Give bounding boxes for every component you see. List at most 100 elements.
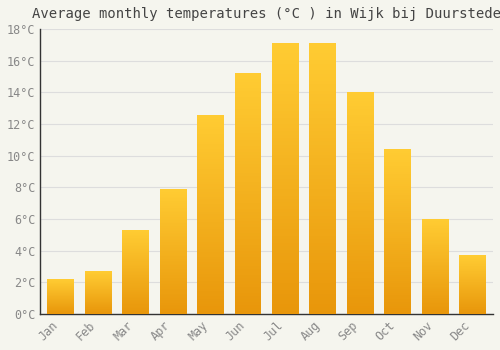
Bar — [122, 268, 149, 269]
Bar — [197, 199, 224, 202]
Bar — [85, 303, 112, 304]
Bar — [48, 291, 74, 292]
Bar — [197, 284, 224, 286]
Bar — [422, 243, 448, 244]
Bar — [48, 297, 74, 298]
Bar — [85, 313, 112, 314]
Bar — [234, 239, 262, 242]
Bar — [310, 294, 336, 297]
Bar — [234, 158, 262, 161]
Bar — [197, 162, 224, 164]
Bar — [384, 190, 411, 192]
Bar — [272, 236, 299, 239]
Bar — [384, 178, 411, 180]
Bar — [272, 263, 299, 267]
Bar — [272, 91, 299, 94]
Bar — [48, 300, 74, 301]
Bar — [122, 308, 149, 309]
Bar — [197, 182, 224, 184]
Bar — [48, 290, 74, 291]
Bar — [122, 292, 149, 293]
Bar — [160, 300, 186, 301]
Bar — [384, 207, 411, 209]
Bar — [422, 263, 448, 264]
Bar — [310, 43, 336, 47]
Bar — [384, 203, 411, 205]
Bar — [197, 237, 224, 239]
Bar — [122, 234, 149, 235]
Bar — [160, 214, 186, 216]
Bar — [384, 170, 411, 172]
Bar — [384, 149, 411, 152]
Bar — [347, 184, 374, 187]
Bar — [48, 305, 74, 306]
Bar — [272, 168, 299, 172]
Bar — [310, 121, 336, 125]
Bar — [272, 189, 299, 192]
Bar — [160, 289, 186, 290]
Bar — [197, 164, 224, 167]
Bar — [310, 219, 336, 223]
Bar — [122, 300, 149, 301]
Bar — [272, 121, 299, 125]
Bar — [422, 256, 448, 257]
Bar — [272, 196, 299, 199]
Bar — [459, 312, 486, 313]
Bar — [384, 153, 411, 155]
Bar — [234, 251, 262, 254]
Bar — [85, 287, 112, 288]
Bar — [272, 60, 299, 64]
Bar — [422, 304, 448, 306]
Bar — [347, 198, 374, 200]
Bar — [122, 246, 149, 247]
Bar — [122, 253, 149, 254]
Bar — [197, 232, 224, 234]
Bar — [272, 199, 299, 202]
Bar — [384, 302, 411, 303]
Bar — [85, 280, 112, 281]
Bar — [459, 287, 486, 288]
Bar — [347, 303, 374, 306]
Bar — [347, 228, 374, 231]
Bar — [384, 312, 411, 314]
Bar — [160, 309, 186, 311]
Bar — [160, 273, 186, 275]
Bar — [197, 149, 224, 152]
Bar — [347, 164, 374, 167]
Bar — [347, 233, 374, 236]
Bar — [422, 297, 448, 299]
Bar — [459, 308, 486, 309]
Bar — [197, 119, 224, 122]
Bar — [234, 85, 262, 89]
Bar — [197, 122, 224, 125]
Bar — [122, 249, 149, 250]
Bar — [160, 206, 186, 208]
Bar — [160, 220, 186, 222]
Bar — [234, 215, 262, 218]
Bar — [160, 254, 186, 256]
Bar — [310, 60, 336, 64]
Bar — [459, 294, 486, 295]
Bar — [272, 273, 299, 277]
Bar — [384, 265, 411, 267]
Bar — [272, 155, 299, 158]
Bar — [347, 181, 374, 184]
Bar — [459, 257, 486, 258]
Bar — [347, 117, 374, 120]
Bar — [272, 107, 299, 111]
Bar — [272, 87, 299, 91]
Bar — [197, 309, 224, 312]
Bar — [160, 268, 186, 270]
Bar — [197, 234, 224, 237]
Bar — [122, 289, 149, 290]
Bar — [48, 281, 74, 282]
Bar — [310, 80, 336, 84]
Bar — [85, 299, 112, 300]
Bar — [197, 145, 224, 147]
Bar — [310, 290, 336, 294]
Bar — [384, 293, 411, 295]
Bar — [234, 199, 262, 203]
Bar — [310, 270, 336, 273]
Bar — [85, 279, 112, 280]
Bar — [347, 92, 374, 95]
